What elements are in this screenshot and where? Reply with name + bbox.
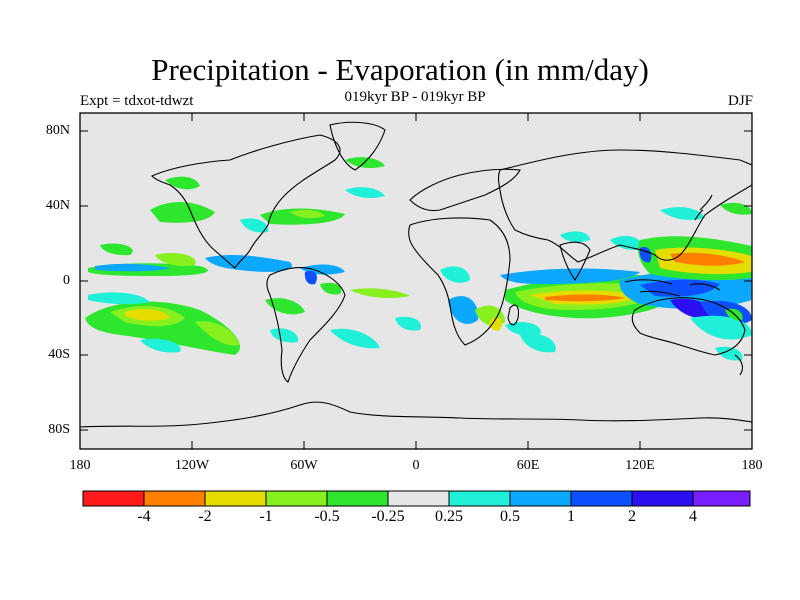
season-label: DJF: [727, 93, 753, 109]
colorbar-label: -4: [137, 508, 151, 525]
coastline-africa: [408, 217, 511, 346]
contour-patch: [165, 176, 200, 190]
contour-patch: [660, 207, 705, 220]
coastline-indonesia: [624, 279, 721, 297]
contour-patch: [330, 328, 380, 349]
lat-label-80s: 80S: [48, 422, 70, 437]
contour-patch: [448, 296, 479, 324]
colorbar-box-4: [326, 490, 389, 507]
contour-patch: [155, 253, 196, 266]
lon-label-120e: 120E: [625, 458, 655, 473]
coastline-new-zealand: [734, 354, 744, 376]
colorbar-label: 4: [689, 508, 697, 525]
coastline-antarctica: [80, 401, 752, 428]
lat-label-80n: 80N: [45, 123, 70, 138]
colorbar-box-2: [204, 490, 267, 507]
contour-patch: [125, 309, 170, 321]
contour-patch: [350, 288, 410, 298]
colorbar-label: 2: [628, 508, 636, 525]
coastlines: [80, 121, 752, 428]
colorbar-label: -0.5: [314, 508, 340, 525]
contour-patch: [545, 294, 625, 302]
colorbar-box-8: [570, 490, 633, 507]
lon-label-0: 0: [412, 458, 420, 473]
contour-patch: [320, 282, 342, 295]
colorbar-label: -2: [198, 508, 212, 525]
lon-label-180e: 180: [741, 458, 763, 473]
lat-label-40n: 40N: [45, 198, 70, 213]
contour-patch: [270, 328, 299, 343]
coastline-asia: [497, 149, 752, 263]
contour-patch: [690, 315, 752, 340]
experiment-label: Expt = tdxot-tdwzt: [80, 93, 194, 109]
lat-label-0: 0: [63, 273, 70, 288]
contour-patch: [715, 346, 743, 361]
coastline-greenland: [329, 121, 386, 171]
contour-patch: [560, 231, 590, 243]
contour-patch: [505, 322, 541, 336]
colorbar-label: -0.25: [371, 508, 405, 525]
map-subtitle: 019kyr BP - 019kyr BP: [344, 89, 486, 105]
contour-patch: [100, 243, 133, 256]
contour-patch: [395, 316, 421, 331]
contour-patch: [290, 209, 325, 219]
coastline-europe: [409, 168, 521, 212]
coastline-south-america: [266, 266, 346, 383]
colorbar-label: 1: [567, 508, 575, 525]
colorbar-box-9: [631, 490, 694, 507]
colorbar-box-0: [82, 490, 145, 507]
contour-patch: [265, 298, 305, 315]
contour-patch: [150, 201, 215, 223]
contour-patch: [304, 270, 317, 285]
lon-label-60e: 60E: [516, 458, 540, 473]
contour-patch: [500, 268, 640, 284]
colorbar-box-7: [509, 490, 572, 507]
coastline-australia: [631, 297, 746, 356]
contour-patch: [345, 187, 385, 198]
contour-patch: [205, 255, 292, 272]
contour-patch: [610, 235, 645, 250]
lon-label-60w: 60W: [290, 458, 318, 473]
contour-patch: [440, 266, 470, 283]
colorbar-label: -1: [259, 508, 273, 525]
colorbar: [82, 490, 751, 507]
coastline-madagascar: [507, 304, 519, 326]
map-title: Precipitation - Evaporation (in mm/day): [151, 52, 649, 87]
colorbar-box-5: [387, 490, 450, 507]
lon-label-120w: 120W: [174, 458, 210, 473]
lat-label-40s: 40S: [48, 347, 70, 362]
colorbar-label: 0.5: [500, 508, 520, 525]
coastline-north-america: [151, 134, 341, 269]
colorbar-box-6: [448, 490, 511, 507]
contour-patch: [140, 338, 181, 353]
tick-marks: [80, 113, 752, 449]
coastline-japan: [694, 194, 713, 221]
contour-patch: [95, 263, 170, 272]
lon-label-180w: 180: [69, 458, 91, 473]
contour-patch: [489, 317, 502, 331]
colorbar-box-10: [692, 490, 751, 507]
contour-patch: [670, 252, 745, 266]
colorbar-label: 0.25: [435, 508, 463, 525]
contour-patch: [240, 218, 269, 233]
contour-patch: [520, 333, 556, 353]
contour-patch: [88, 292, 150, 305]
contour-patch: [195, 321, 240, 346]
colorbar-box-1: [143, 490, 206, 507]
coastline-india: [559, 241, 591, 281]
colorbar-box-3: [265, 490, 328, 507]
